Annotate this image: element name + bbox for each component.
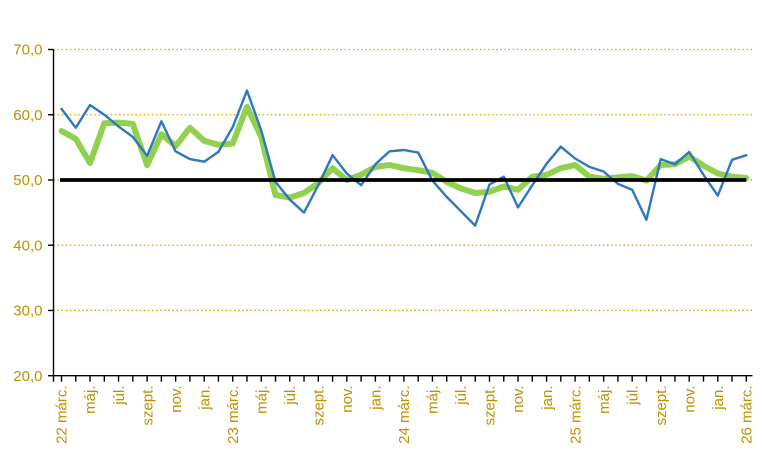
x-tick-label: 24 márc. bbox=[396, 386, 413, 444]
x-tick-label: 25 márc. bbox=[567, 386, 584, 444]
y-tick-label: 40,0 bbox=[13, 237, 42, 254]
x-tick-label: 23 márc. bbox=[225, 386, 242, 444]
x-tick-label: jan. bbox=[710, 386, 727, 411]
x-tick-label: máj. bbox=[425, 386, 442, 414]
x-tick-label: nov. bbox=[510, 386, 527, 413]
x-tick-label: jan. bbox=[368, 386, 385, 411]
x-tick-label: nov. bbox=[168, 386, 185, 413]
x-tick-label: szept. bbox=[482, 386, 499, 426]
series-blue-line bbox=[60, 89, 748, 227]
y-tick-label: 70,0 bbox=[13, 42, 42, 59]
x-tick-label: jan. bbox=[539, 386, 556, 411]
x-tick-label: 26 márc. bbox=[739, 386, 756, 444]
x-tick-label: 22 márc. bbox=[54, 386, 71, 444]
y-tick-label: 50,0 bbox=[13, 172, 42, 189]
x-tick-label: júl. bbox=[624, 386, 641, 406]
x-tick-label: máj. bbox=[596, 386, 613, 414]
x-tick-label: szept. bbox=[311, 386, 328, 426]
x-tick-label: jan. bbox=[196, 386, 213, 411]
series-green-line bbox=[58, 103, 750, 201]
x-tick-label: szept. bbox=[653, 386, 670, 426]
y-tick-label: 30,0 bbox=[13, 303, 42, 320]
y-tick-label: 20,0 bbox=[13, 368, 42, 385]
x-tick-label: nov. bbox=[681, 386, 698, 413]
x-tick-label: júl. bbox=[111, 386, 128, 406]
x-tick-label: júl. bbox=[282, 386, 299, 406]
x-tick-label: szept. bbox=[139, 386, 156, 426]
y-tick-label: 60,0 bbox=[13, 107, 42, 124]
x-tick-label: máj. bbox=[253, 386, 270, 414]
x-tick-label: júl. bbox=[453, 386, 470, 406]
x-tick-label: máj. bbox=[82, 386, 99, 414]
x-tick-label: nov. bbox=[339, 386, 356, 413]
